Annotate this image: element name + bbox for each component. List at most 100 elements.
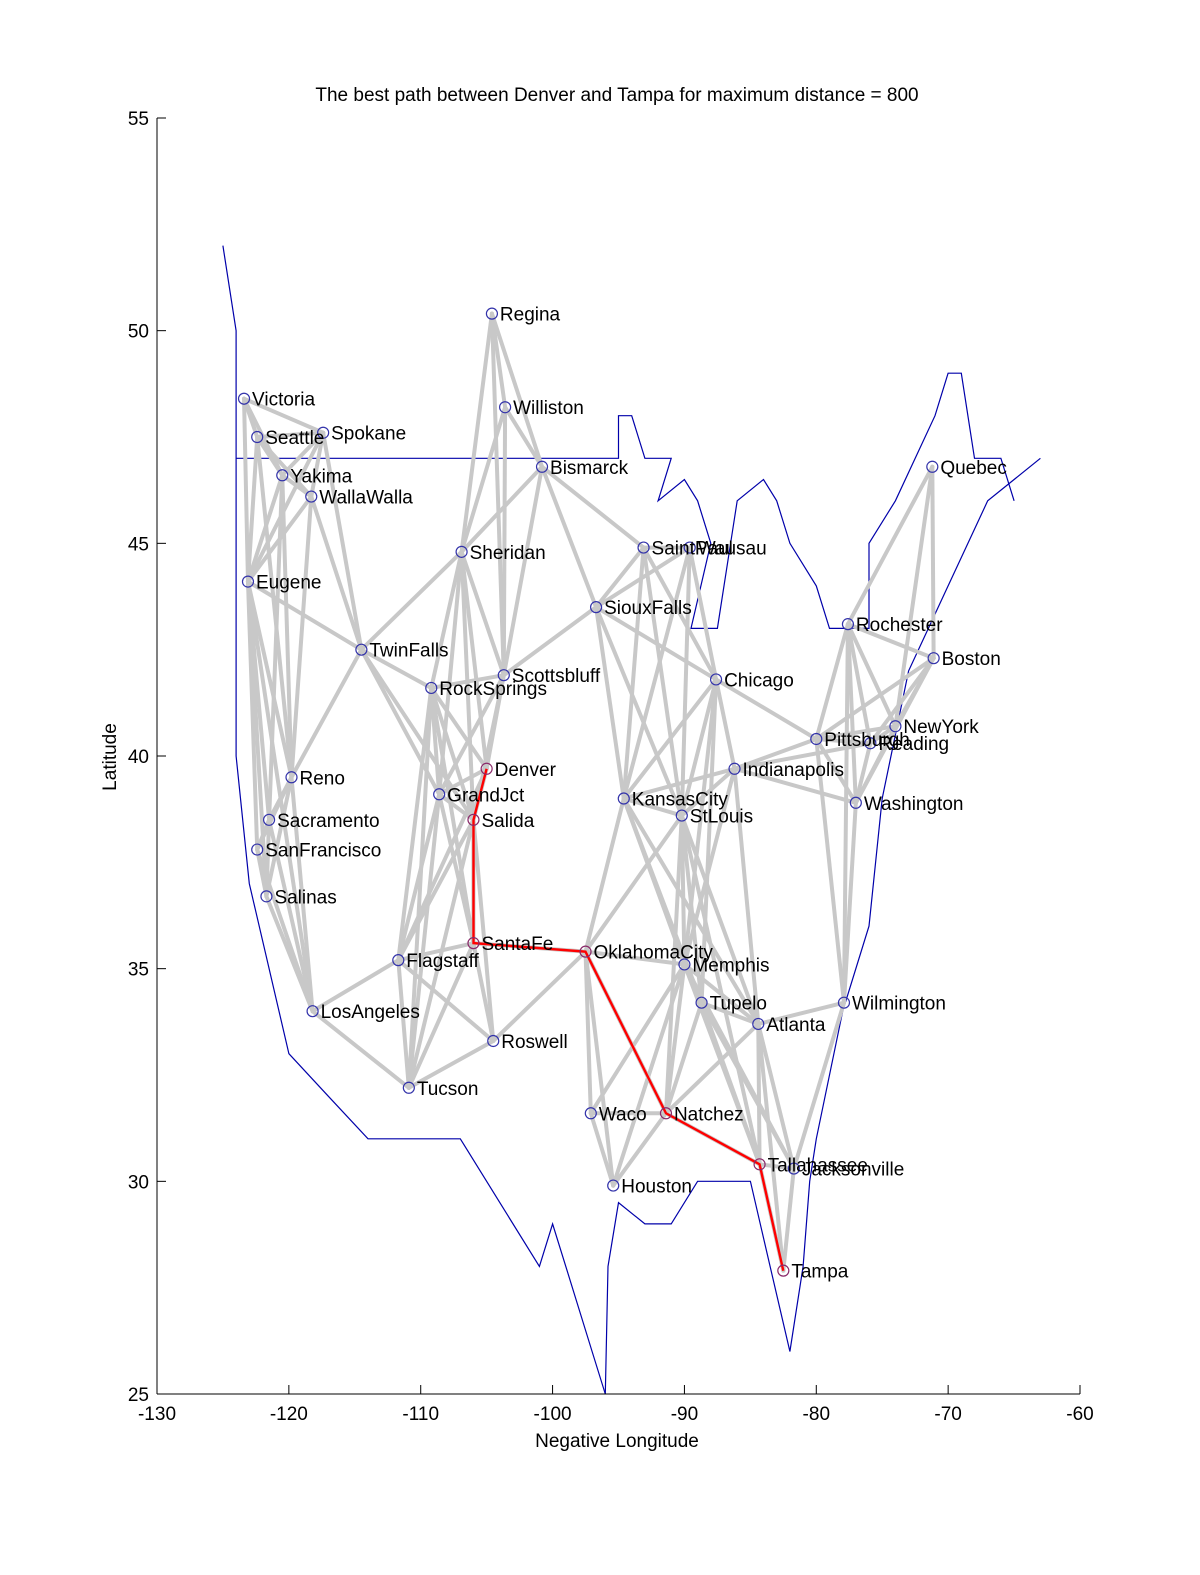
edge-StLouis-Atlanta [679, 813, 761, 1026]
edge-Yakima-Reno [280, 473, 294, 780]
y-axis-title: Latitude [100, 723, 121, 791]
edge-RockSprings-Tucson [406, 685, 434, 1090]
x-tick-label: -120 [270, 1404, 308, 1425]
edge-NewYork-Quebec [893, 464, 935, 729]
edge-GrandJct-SantaFe [437, 792, 476, 946]
y-tick-label: 35 [128, 960, 149, 981]
city-marker-Tallahassee [753, 1158, 766, 1171]
edge-SaintPaul-KansasCity [621, 545, 646, 801]
edge-Waco-Houston [588, 1111, 616, 1188]
edge-Atlanta-Jacksonville [756, 1021, 796, 1171]
edge-Tucson-Roswell [406, 1038, 496, 1090]
city-label-Natchez: Natchez [674, 1104, 744, 1125]
x-tick-label: -70 [934, 1404, 961, 1425]
city-label-Williston: Williston [513, 398, 584, 419]
edge-Regina-Bismarck [489, 311, 545, 469]
chart-title: The best path between Denver and Tampa f… [315, 85, 918, 106]
edge-SantaFe-Roswell [471, 941, 496, 1043]
edge-KansasCity-Indianapolis [621, 766, 737, 801]
edge-LosAngeles-Flagstaff [310, 958, 401, 1014]
city-marker-Wilmington [837, 996, 851, 1009]
city-marker-WallaWalla [305, 490, 318, 503]
edge-SaintPaul-StLouis [641, 545, 684, 818]
edge-Pittsburgh-Boston [814, 656, 936, 741]
city-marker-SaintPaul [637, 541, 650, 554]
edge-Seattle-Spokane [255, 430, 326, 439]
edge-SiouxFalls-Chicago [594, 605, 719, 682]
city-marker-Sacramento [262, 813, 276, 826]
edge-Memphis-Waco [588, 962, 687, 1116]
edge-Pittsburgh-Reading [814, 736, 873, 746]
city-marker-Jacksonville [787, 1162, 800, 1175]
city-markers [237, 307, 940, 1277]
edge-Reno-Salinas [264, 775, 294, 899]
edge-TwinFalls-Reno [289, 647, 364, 780]
city-label-Indianapolis: Indianapolis [743, 760, 844, 781]
edge-Memphis-Atlanta [682, 962, 761, 1026]
edge-WallaWalla-TwinFalls [309, 494, 364, 652]
edge-Rochester-Boston [845, 622, 936, 661]
city-marker-Spokane [317, 426, 330, 439]
edge-Flagstaff-Roswell [396, 958, 496, 1043]
edge-Williston-Scottsbluff [501, 405, 508, 678]
edge-Pittsburgh-Washington [814, 736, 858, 805]
edge-Rochester-Wilmington [841, 622, 850, 1005]
edge-KansasCity-OklahomaCity [583, 796, 626, 954]
city-marker-Victoria [237, 392, 251, 405]
edge-Wausau-SiouxFalls [594, 545, 692, 610]
city-label-Bismarck: Bismarck [550, 458, 629, 479]
edge-Pittsburgh-Wilmington [814, 736, 846, 1005]
city-marker-Waco [584, 1107, 597, 1120]
edge-SiouxFalls-StLouis [594, 605, 684, 818]
edge-Eugene-Reno [245, 579, 294, 780]
city-label-SantaFe: SantaFe [481, 934, 553, 955]
edge-StLouis-Tupelo [679, 813, 704, 1005]
city-marker-Memphis [678, 958, 691, 971]
y-tick-label: 50 [128, 322, 149, 343]
edge-Atlanta-Tallahassee [756, 1021, 762, 1167]
city-marker-Williston [499, 401, 512, 414]
city-marker-Pittsburgh [810, 732, 823, 746]
city-label-Chicago: Chicago [724, 670, 794, 691]
edge-GrandJct-Salida [437, 792, 476, 822]
city-label-Washington: Washington [864, 794, 964, 815]
city-label-Memphis: Memphis [692, 955, 769, 976]
city-label-Jacksonville: Jacksonville [802, 1160, 904, 1181]
city-label-Pittsburgh: Pittsburgh [824, 730, 910, 751]
edge-Reading-Boston [868, 656, 936, 746]
city-label-Atlanta: Atlanta [766, 1015, 826, 1036]
city-label-Tupelo: Tupelo [710, 994, 767, 1015]
city-label-Tucson: Tucson [417, 1079, 479, 1100]
x-tick-label: -80 [803, 1404, 830, 1425]
edge-Williston-Bismarck [503, 405, 545, 469]
edge-Sheridan-Scottsbluff [459, 549, 506, 678]
edge-Indianapolis-Memphis [682, 766, 737, 967]
city-marker-GrandJct [433, 788, 446, 801]
city-label-Yakima: Yakima [290, 466, 352, 487]
edge-Sheridan-RockSprings [429, 549, 464, 690]
edge-TwinFalls-Salida [359, 647, 476, 822]
edge-Washington-Boston [853, 656, 936, 805]
edge-Scottsbluff-SiouxFalls [501, 605, 599, 678]
edge-Reading-Rochester [845, 622, 873, 746]
axes: -130 -120 -110 -100 -90 -80 -70 -60 25 30 35 40 45 50… [128, 109, 1094, 1425]
edge-SantaFe-Flagstaff [396, 941, 476, 963]
edge-Wausau-StLouis [679, 545, 692, 818]
edge-RockSprings-SantaFe [429, 685, 476, 946]
y-tick-label: 45 [128, 534, 149, 555]
city-marker-Indianapolis [728, 762, 741, 775]
edge-Denver-GrandJct [437, 766, 489, 797]
city-label-Regina: Regina [500, 305, 561, 326]
edge-Bismarck-Sheridan [459, 464, 545, 554]
city-label-Salida: Salida [481, 811, 534, 832]
x-tick-label: -100 [534, 1404, 572, 1425]
edge-Atlanta-Wilmington [756, 1000, 846, 1026]
city-marker-Bismarck [535, 460, 549, 473]
city-marker-Reading [864, 737, 877, 750]
y-tick-label: 25 [128, 1385, 149, 1406]
edge-Spokane-Eugene [245, 430, 326, 584]
edge-Spokane-WallaWalla [309, 430, 326, 499]
graph-edges [242, 311, 936, 1273]
city-label-Tallahassee: Tallahassee [768, 1155, 868, 1176]
city-label-RockSprings: RockSprings [439, 679, 547, 700]
